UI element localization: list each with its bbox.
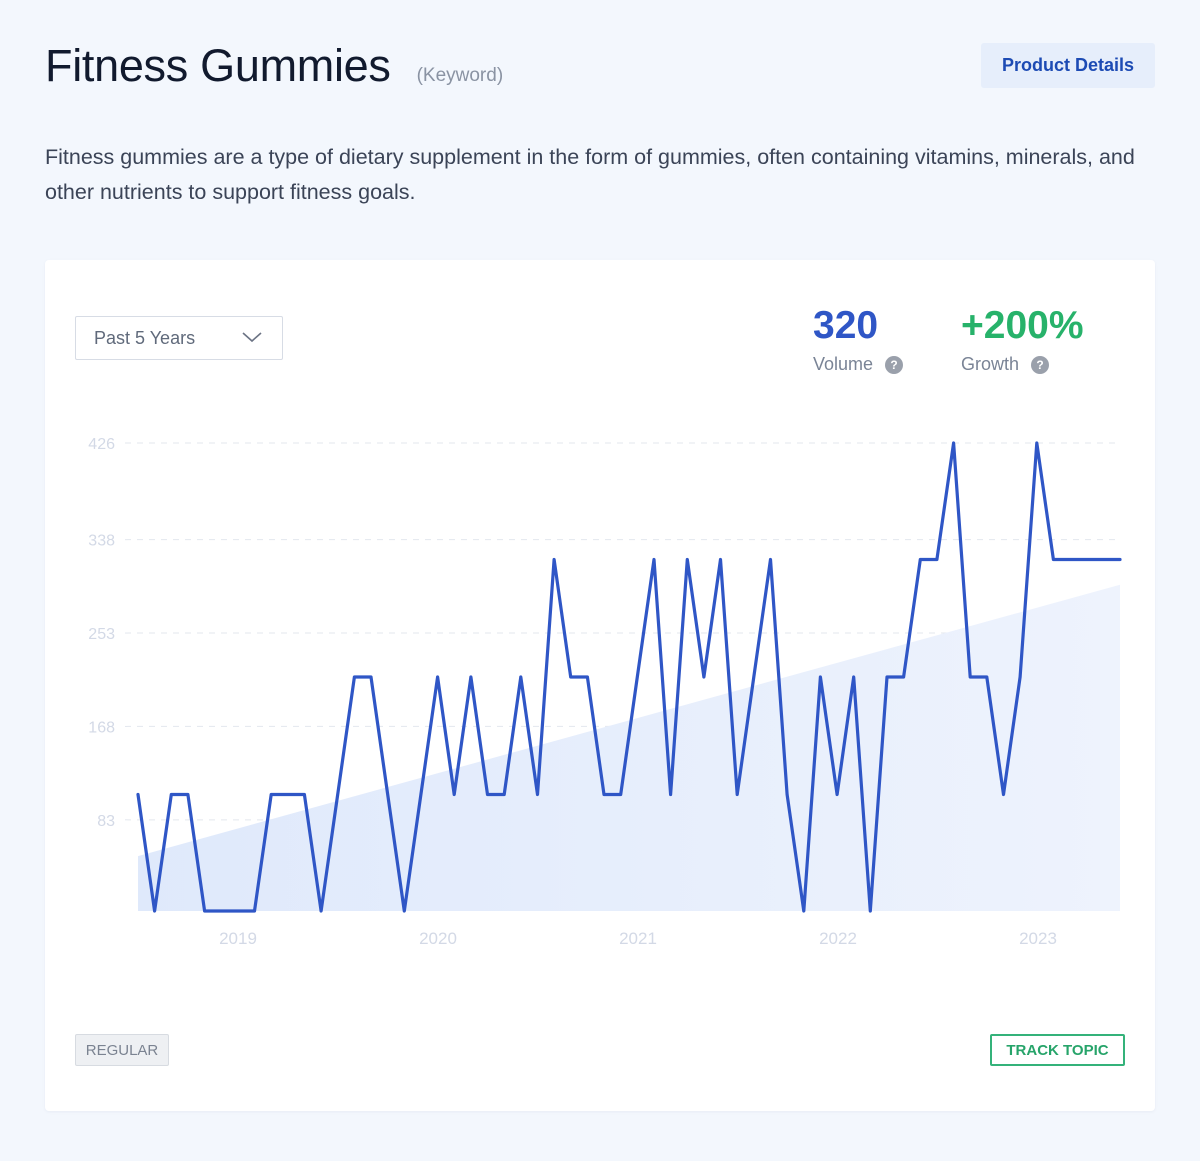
growth-label: Growth <box>961 354 1020 374</box>
page-header: Fitness Gummies (Keyword) <box>45 40 503 92</box>
y-tick-label: 83 <box>97 813 115 830</box>
x-tick-label: 2023 <box>1019 929 1057 948</box>
volume-value: 320 <box>813 304 879 347</box>
trend-card: Past 5 Years 320 Volume ? +200% Growth ?… <box>45 260 1155 1111</box>
volume-series-line <box>136 441 1122 913</box>
product-details-button[interactable]: Product Details <box>981 43 1155 88</box>
page-title: Fitness Gummies <box>45 40 391 91</box>
growth-metric: +200% Growth ? <box>961 304 1084 375</box>
y-tick-label: 168 <box>88 719 115 736</box>
growth-help-icon[interactable]: ? <box>1031 355 1050 374</box>
topic-status-badge: REGULAR <box>75 1034 169 1066</box>
volume-help-icon[interactable]: ? <box>885 355 904 374</box>
topic-description: Fitness gummies are a type of dietary su… <box>45 145 1135 204</box>
growth-value: +200% <box>961 304 1084 347</box>
volume-metric: 320 Volume ? <box>813 304 904 375</box>
x-tick-label: 2019 <box>219 929 257 948</box>
volume-label: Volume <box>813 354 874 374</box>
chevron-down-icon <box>242 332 262 343</box>
time-range-select[interactable]: Past 5 Years <box>75 316 283 360</box>
x-tick-label: 2021 <box>619 929 657 948</box>
time-range-value: Past 5 Years <box>94 327 196 348</box>
trend-area <box>138 584 1120 911</box>
track-topic-button[interactable]: TRACK TOPIC <box>990 1034 1125 1066</box>
y-tick-label: 426 <box>88 436 115 453</box>
search-volume-chart: 83 168 253 338 426 2019 2020 2021 2022 2023 <box>88 436 1122 948</box>
y-tick-label: 338 <box>88 533 115 550</box>
y-tick-label: 253 <box>88 626 115 643</box>
x-tick-label: 2022 <box>819 929 857 948</box>
x-tick-label: 2020 <box>419 929 457 948</box>
topic-type-label: (Keyword) <box>416 65 504 86</box>
